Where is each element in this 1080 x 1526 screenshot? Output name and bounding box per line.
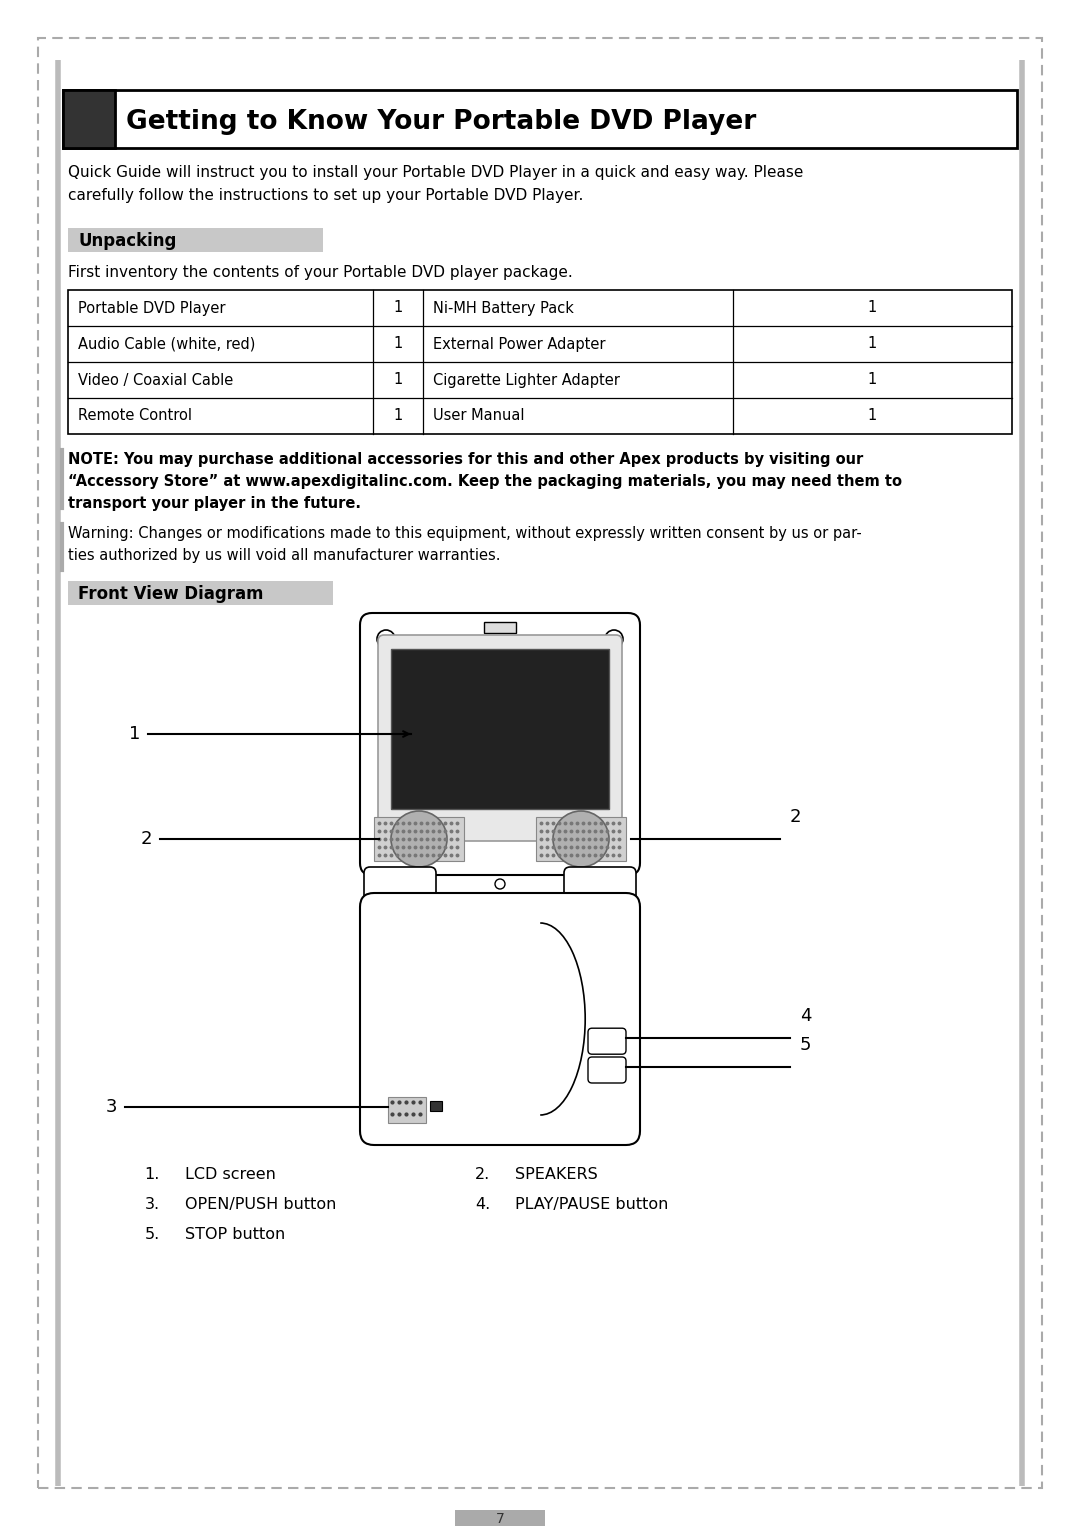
Text: 1.: 1. — [145, 1167, 160, 1183]
Text: Remote Control: Remote Control — [78, 409, 192, 424]
Text: 1: 1 — [393, 372, 403, 388]
Bar — [484, 623, 516, 633]
Text: NOTE: You may purchase additional accessories for this and other Apex products b: NOTE: You may purchase additional access… — [68, 452, 863, 467]
Circle shape — [553, 810, 609, 867]
Text: 1: 1 — [868, 409, 877, 424]
Text: transport your player in the future.: transport your player in the future. — [68, 496, 361, 511]
Text: “Accessory Store” at www.apexdigitalinc.com. Keep the packaging materials, you m: “Accessory Store” at www.apexdigitalinc.… — [68, 475, 902, 488]
FancyBboxPatch shape — [564, 867, 636, 900]
Text: 7: 7 — [496, 1512, 504, 1526]
Text: Cigarette Lighter Adapter: Cigarette Lighter Adapter — [433, 372, 620, 388]
Text: 1: 1 — [868, 301, 877, 316]
FancyBboxPatch shape — [378, 635, 622, 841]
Text: 2: 2 — [140, 830, 152, 848]
FancyBboxPatch shape — [360, 893, 640, 1144]
Bar — [391, 649, 609, 809]
Text: Quick Guide will instruct you to install your Portable DVD Player in a quick and: Quick Guide will instruct you to install… — [68, 165, 804, 203]
Text: 3: 3 — [106, 1099, 117, 1116]
Text: Warning: Changes or modifications made to this equipment, without expressly writ: Warning: Changes or modifications made t… — [68, 526, 862, 542]
Bar — [430, 1100, 442, 1111]
Bar — [536, 816, 626, 861]
Text: 1: 1 — [129, 725, 140, 743]
Bar — [68, 290, 1012, 433]
Text: Audio Cable (white, red): Audio Cable (white, red) — [78, 337, 255, 351]
Bar — [455, 1511, 545, 1526]
Text: 5: 5 — [800, 1036, 811, 1054]
Text: 1: 1 — [868, 372, 877, 388]
Circle shape — [377, 630, 395, 649]
FancyBboxPatch shape — [364, 867, 436, 900]
Text: Front View Diagram: Front View Diagram — [78, 584, 264, 603]
Bar — [68, 581, 333, 604]
Text: Getting to Know Your Portable DVD Player: Getting to Know Your Portable DVD Player — [126, 108, 756, 134]
Text: LCD screen: LCD screen — [185, 1167, 275, 1183]
Text: 5.: 5. — [145, 1227, 160, 1242]
Text: 1: 1 — [393, 301, 403, 316]
Text: 1: 1 — [393, 409, 403, 424]
Circle shape — [605, 630, 623, 649]
Circle shape — [495, 879, 505, 890]
Text: OPEN/PUSH button: OPEN/PUSH button — [185, 1196, 336, 1212]
Bar — [63, 90, 114, 148]
Text: User Manual: User Manual — [433, 409, 525, 424]
Text: 4.: 4. — [475, 1196, 490, 1212]
Bar — [388, 1097, 426, 1123]
Text: First inventory the contents of your Portable DVD player package.: First inventory the contents of your Por… — [68, 266, 572, 279]
Text: 2.: 2. — [475, 1167, 490, 1183]
FancyBboxPatch shape — [588, 1029, 626, 1054]
Text: Portable DVD Player: Portable DVD Player — [78, 301, 226, 316]
Text: External Power Adapter: External Power Adapter — [433, 337, 606, 351]
Text: ties authorized by us will void all manufacturer warranties.: ties authorized by us will void all manu… — [68, 548, 500, 563]
Text: Ni-MH Battery Pack: Ni-MH Battery Pack — [433, 301, 573, 316]
Text: Unpacking: Unpacking — [78, 232, 176, 250]
Circle shape — [391, 810, 447, 867]
Bar — [63, 90, 1017, 148]
FancyBboxPatch shape — [588, 1058, 626, 1083]
Text: PLAY/PAUSE button: PLAY/PAUSE button — [515, 1196, 669, 1212]
Text: 1: 1 — [393, 337, 403, 351]
Text: 4: 4 — [800, 1007, 811, 1025]
Text: 2: 2 — [789, 807, 801, 826]
Bar — [374, 816, 464, 861]
Text: SPEAKERS: SPEAKERS — [515, 1167, 597, 1183]
Text: STOP button: STOP button — [185, 1227, 285, 1242]
Text: 3.: 3. — [145, 1196, 160, 1212]
Text: Video / Coaxial Cable: Video / Coaxial Cable — [78, 372, 233, 388]
Text: 1: 1 — [868, 337, 877, 351]
Bar — [68, 227, 323, 252]
FancyBboxPatch shape — [360, 613, 640, 874]
